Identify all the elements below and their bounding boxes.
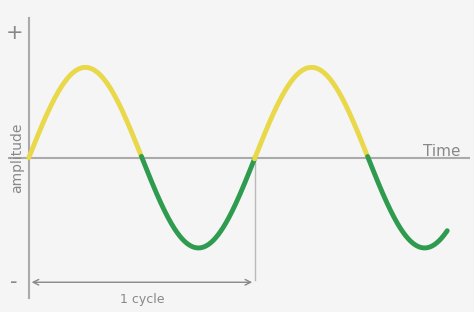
Text: -: -	[10, 272, 18, 292]
Text: 1 cycle: 1 cycle	[119, 293, 164, 306]
Text: +: +	[5, 23, 23, 43]
Text: Time: Time	[423, 144, 461, 159]
Text: amplitude: amplitude	[10, 123, 25, 193]
